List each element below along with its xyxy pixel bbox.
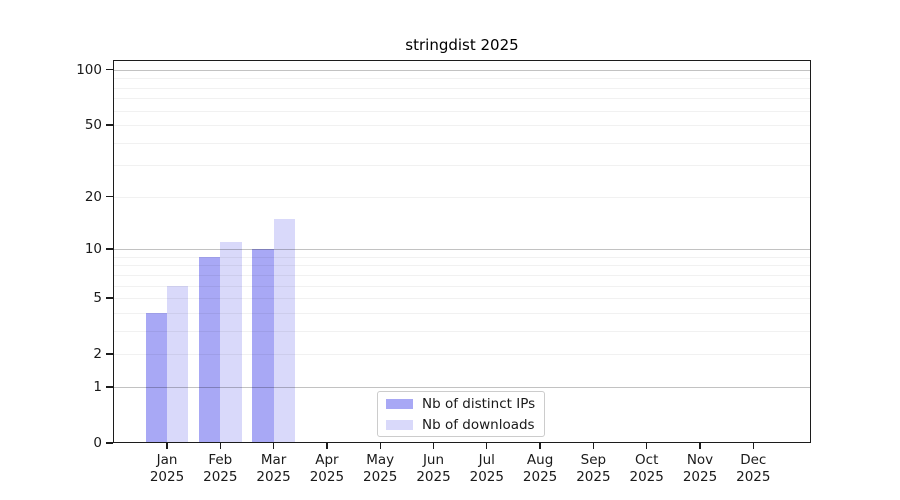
x-tick	[486, 443, 488, 449]
x-tick	[219, 443, 221, 449]
y-tick	[106, 248, 113, 250]
y-tick	[106, 442, 113, 444]
x-tick	[432, 443, 435, 449]
bar-distinct-ips-jan	[145, 312, 167, 443]
legend-swatch-downloads-icon	[386, 419, 413, 430]
x-tick	[379, 443, 381, 449]
x-tick-label: Jul 2025	[469, 452, 504, 485]
y-tick-label: 20	[84, 188, 102, 205]
x-tick	[752, 443, 754, 449]
legend-label-downloads: Nb of downloads	[422, 416, 535, 433]
y-tick	[106, 297, 113, 299]
y-tick-label: 5	[93, 290, 102, 307]
x-tick-label: Jan 2025	[149, 452, 185, 485]
x-tick-label: Dec 2025	[736, 452, 771, 485]
x-tick-label: May 2025	[363, 452, 398, 485]
y-tick	[106, 196, 113, 198]
legend-item-downloads: Nb of downloads	[386, 416, 544, 434]
legend-label-distinct-ips: Nb of distinct IPs	[422, 395, 536, 412]
y-tick-label: 50	[84, 117, 102, 134]
x-tick-label: Mar 2025	[256, 452, 291, 485]
x-tick	[539, 443, 541, 449]
y-tick-label: 1	[93, 378, 102, 395]
x-tick	[272, 443, 275, 449]
y-tick	[106, 69, 113, 71]
legend-item-distinct-ips: Nb of distinct IPs	[386, 395, 544, 413]
y-tick-label: 10	[84, 241, 102, 258]
x-tick-label: Aug 2025	[522, 452, 558, 485]
bar-distinct-ips-mar	[252, 249, 274, 443]
legend-swatch-distinct-ips-icon	[386, 398, 413, 409]
bar-downloads-jan	[167, 285, 189, 443]
x-tick	[592, 443, 595, 449]
x-tick-label: Sep 2025	[576, 452, 611, 485]
bar-downloads-feb	[220, 242, 242, 443]
x-tick-label: Jun 2025	[416, 452, 451, 485]
bars-layer	[113, 60, 811, 443]
bar-downloads-mar	[273, 218, 295, 443]
chart-title: stringdist 2025	[405, 36, 519, 54]
x-tick-label: Apr 2025	[309, 452, 345, 485]
y-tick-label: 0	[93, 435, 102, 451]
x-tick-label: Oct 2025	[629, 452, 664, 485]
y-tick-label: 2	[93, 346, 102, 363]
x-tick	[326, 443, 328, 449]
y-tick	[106, 353, 113, 355]
y-tick	[106, 124, 113, 126]
y-tick-label: 100	[76, 61, 102, 78]
x-tick-label: Nov 2025	[682, 452, 718, 485]
x-tick-label: Feb 2025	[203, 452, 238, 485]
x-tick	[699, 443, 701, 449]
x-tick	[646, 443, 648, 449]
y-tick	[106, 386, 113, 388]
plot-area	[113, 60, 811, 443]
legend: Nb of distinct IPs Nb of downloads	[377, 391, 545, 437]
bar-distinct-ips-feb	[198, 256, 221, 443]
x-tick	[166, 443, 168, 449]
